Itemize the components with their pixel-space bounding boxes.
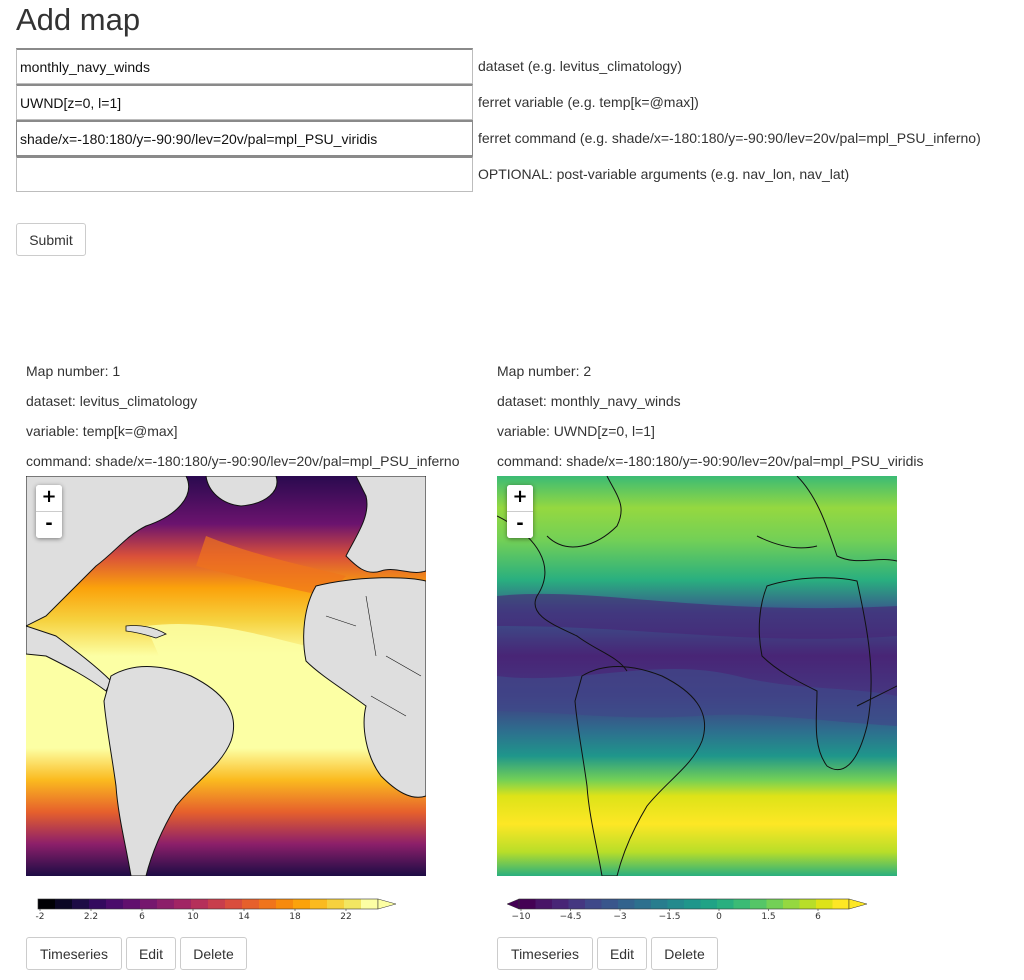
map2-colorbar-tick-label: 1.5 — [761, 912, 775, 922]
map2-colorbar-swatch — [733, 899, 751, 909]
map1-zoom-control: + - — [36, 485, 62, 538]
map2-colorbar-swatch — [783, 899, 800, 909]
map2-colorbar-tick-label: −4.5 — [560, 912, 582, 922]
map1-colorbar-swatch — [55, 899, 73, 909]
map2-colorbar-swatch — [667, 899, 685, 909]
map2-colorbar-swatch — [717, 899, 734, 909]
map1-colorbar-swatch — [106, 899, 124, 909]
map2-dataset: dataset: monthly_navy_winds — [497, 393, 681, 409]
map2-colorbar-tick-label: −10 — [512, 912, 531, 922]
map2-colorbar-tick-label: −3 — [613, 912, 626, 922]
map2-colorbar-swatch — [816, 899, 833, 909]
map1-colorbar-tick-label: 6 — [139, 912, 145, 922]
dataset-hint: dataset (e.g. levitus_climatology) — [478, 58, 682, 74]
map2-command: command: shade/x=-180:180/y=-90:90/lev=2… — [497, 453, 924, 469]
map2-number: Map number: 2 — [497, 363, 592, 379]
map2-colorbar-swatch — [634, 899, 652, 909]
map2-delete-button[interactable]: Delete — [651, 937, 718, 970]
map1-colorbar-swatch — [157, 899, 175, 909]
map1-colorbar-swatch — [310, 899, 328, 909]
args-input[interactable] — [16, 156, 473, 192]
map1-timeseries-button[interactable]: Timeseries — [26, 937, 122, 970]
map2-timeseries-button[interactable]: Timeseries — [497, 937, 593, 970]
map1-colorbar-swatch — [174, 899, 192, 909]
map1-colorbar-swatch — [123, 899, 141, 909]
map1-colorbar-tick-label: 22 — [340, 912, 351, 922]
map2-colorbar-arrow-low — [506, 898, 520, 910]
map2-zoom-control: + - — [507, 485, 533, 538]
map1-colorbar-tick-label: 10 — [187, 912, 199, 922]
dataset-input[interactable] — [16, 48, 473, 84]
map1-delete-button[interactable]: Delete — [180, 937, 247, 970]
submit-button[interactable]: Submit — [16, 223, 86, 256]
map1-colorbar-swatch — [225, 899, 243, 909]
map1-colorbar-arrow-high — [377, 898, 397, 910]
map1-colorbar-tick-label: -2 — [36, 912, 45, 922]
map2-image — [497, 476, 897, 876]
map2-colorbar-swatch — [535, 899, 553, 909]
map1-colorbar-swatch — [38, 899, 56, 909]
args-hint: OPTIONAL: post-variable arguments (e.g. … — [478, 166, 850, 182]
command-input[interactable] — [16, 120, 473, 156]
map2-zoom-in-button[interactable]: + — [507, 485, 533, 512]
map2-colorbar-swatch — [700, 899, 718, 909]
map1-colorbar-tick-label: 2.2 — [84, 912, 98, 922]
map1-colorbar-swatch — [259, 899, 277, 909]
map1-colorbar-tick-label: 14 — [238, 912, 250, 922]
map2-canvas[interactable]: + - — [497, 476, 897, 876]
map2-colorbar-swatch — [766, 899, 784, 909]
map2-colorbar-tick-label: −1.5 — [659, 912, 681, 922]
map1-colorbar-swatch — [140, 899, 158, 909]
map1-command: command: shade/x=-180:180/y=-90:90/lev=2… — [26, 453, 460, 469]
map1-colorbar: -2 2.2 6 10 14 18 22 — [36, 898, 397, 922]
map2-colorbar-swatch — [618, 899, 635, 909]
map2-colorbar-swatch — [601, 899, 619, 909]
map2-variable: variable: UWND[z=0, l=1] — [497, 423, 655, 439]
map2-colorbar-arrow-high — [848, 898, 868, 910]
map2-colorbar-swatch — [568, 899, 586, 909]
variable-hint: ferret variable (e.g. temp[k=@max]) — [478, 94, 699, 110]
map1-colorbar-swatch — [208, 899, 226, 909]
map1-colorbar-swatch — [276, 899, 294, 909]
map1-dataset: dataset: levitus_climatology — [26, 393, 198, 409]
map1-colorbar-swatch — [361, 899, 379, 909]
map1-colorbar-swatch — [89, 899, 107, 909]
map2-colorbar-swatch — [684, 899, 701, 909]
map1-colorbar-swatch — [344, 899, 362, 909]
map2-colorbar-swatch — [750, 899, 767, 909]
map1-zoom-out-button[interactable]: - — [36, 512, 62, 538]
map1-edit-button[interactable]: Edit — [126, 937, 176, 970]
map2-colorbar-swatch — [651, 899, 668, 909]
map2-colorbar-swatch — [585, 899, 602, 909]
map1-image — [26, 476, 426, 876]
map1-zoom-in-button[interactable]: + — [36, 485, 62, 512]
map1-colorbar-swatch — [191, 899, 209, 909]
map1-colorbar-swatch — [327, 899, 345, 909]
map1-number: Map number: 1 — [26, 363, 121, 379]
map1-colorbar-swatch — [242, 899, 260, 909]
map2-colorbar-tick-label: 6 — [815, 912, 821, 922]
map2-colorbar-swatch — [799, 899, 817, 909]
map2-colorbar-swatch — [552, 899, 569, 909]
map2-colorbar-swatch — [832, 899, 850, 909]
map1-colorbar-swatch — [293, 899, 311, 909]
map2-edit-button[interactable]: Edit — [597, 937, 647, 970]
map2-colorbar-tick-label: 0 — [716, 912, 722, 922]
map1-canvas[interactable]: + - — [26, 476, 426, 876]
variable-input[interactable] — [16, 84, 473, 120]
map2-zoom-out-button[interactable]: - — [507, 512, 533, 538]
map1-colorbar-tick-label: 18 — [289, 912, 301, 922]
map2-colorbar-swatch — [519, 899, 536, 909]
map1-colorbar-swatch — [72, 899, 90, 909]
command-hint: ferret command (e.g. shade/x=-180:180/y=… — [478, 130, 981, 146]
page-title: Add map — [16, 2, 141, 37]
map2-colorbar: −10 −4.5 −3 −1.5 0 1.5 6 — [506, 898, 868, 922]
map1-variable: variable: temp[k=@max] — [26, 423, 178, 439]
